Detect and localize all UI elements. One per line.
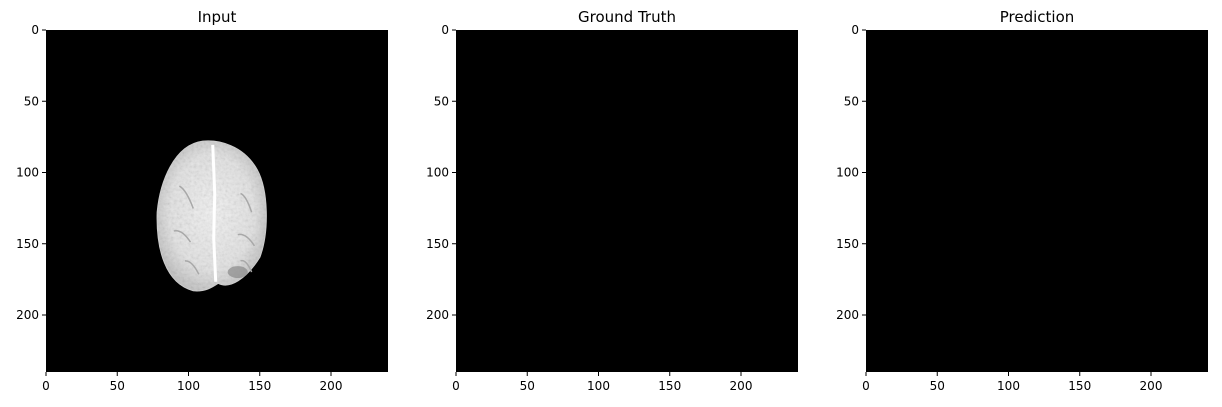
x-tick-label: 50 bbox=[110, 379, 125, 393]
y-tick-label: 0 bbox=[851, 23, 859, 37]
x-tick-label: 0 bbox=[452, 379, 460, 393]
y-tick-label: 200 bbox=[836, 308, 859, 322]
y-tick-label: 100 bbox=[16, 166, 39, 180]
panel-ground-truth: Ground Truth 0 50 100 150 200 0 50 100 150 200 bbox=[426, 8, 798, 393]
x-tick-label: 100 bbox=[997, 379, 1020, 393]
axes-frame bbox=[456, 30, 798, 372]
brain-midline bbox=[211, 144, 218, 282]
x-tick-label: 50 bbox=[930, 379, 945, 393]
y-tick-label: 150 bbox=[426, 237, 449, 251]
x-tick-label: 100 bbox=[177, 379, 200, 393]
panel-title: Ground Truth bbox=[578, 8, 676, 26]
brain-gyrus bbox=[184, 260, 200, 275]
panel-title: Prediction bbox=[1000, 8, 1075, 26]
y-tick-label: 50 bbox=[24, 94, 39, 108]
x-tick-label: 200 bbox=[320, 379, 343, 393]
y-tick-label: 100 bbox=[836, 166, 859, 180]
y-tick-label: 50 bbox=[434, 94, 449, 108]
x-tick-label: 0 bbox=[862, 379, 870, 393]
x-tick-label: 50 bbox=[520, 379, 535, 393]
x-tick-label: 150 bbox=[658, 379, 681, 393]
brain-gyrus bbox=[237, 233, 256, 247]
y-tick-label: 200 bbox=[426, 308, 449, 322]
y-tick-label: 150 bbox=[836, 237, 859, 251]
y-tick-label: 150 bbox=[16, 237, 39, 251]
x-tick-label: 200 bbox=[1140, 379, 1163, 393]
x-tick-label: 200 bbox=[730, 379, 753, 393]
y-tick-label: 0 bbox=[441, 23, 449, 37]
image-area bbox=[456, 30, 798, 372]
x-tick-label: 150 bbox=[248, 379, 271, 393]
y-tick-label: 50 bbox=[844, 94, 859, 108]
brain-gyrus bbox=[178, 185, 194, 209]
panel-input: Input 0 50 100 150 200 0 50 100 150 200 bbox=[16, 8, 388, 393]
brain-dark-region bbox=[227, 266, 248, 279]
x-tick-label: 0 bbox=[42, 379, 50, 393]
x-tick-label: 150 bbox=[1068, 379, 1091, 393]
x-tick-label: 100 bbox=[587, 379, 610, 393]
panel-prediction: Prediction 0 50 100 150 200 0 50 100 150 200 bbox=[836, 8, 1208, 393]
brain-gyrus bbox=[240, 192, 253, 213]
axes-frame bbox=[46, 30, 388, 372]
y-tick-label: 200 bbox=[16, 308, 39, 322]
brain-gyrus bbox=[173, 229, 192, 243]
y-tick-label: 100 bbox=[426, 166, 449, 180]
y-tick-label: 0 bbox=[31, 23, 39, 37]
image-area bbox=[866, 30, 1208, 372]
brain-gyrus bbox=[240, 259, 253, 273]
axes-frame bbox=[866, 30, 1208, 372]
panel-title: Input bbox=[198, 8, 237, 26]
